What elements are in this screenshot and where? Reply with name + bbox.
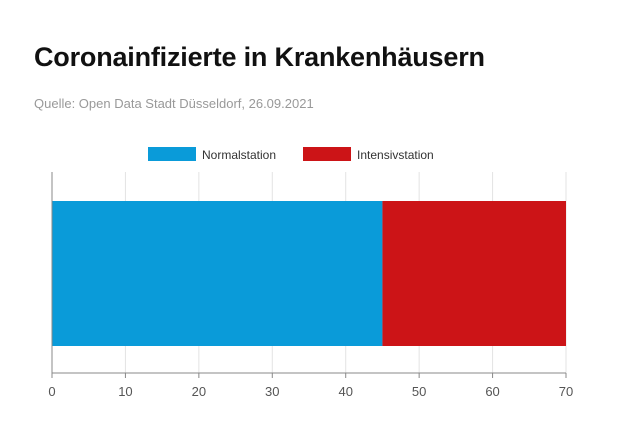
x-tick-label-1: 10 [118, 384, 132, 399]
legend-label-0: Normalstation [202, 148, 276, 162]
x-tick-label-2: 20 [192, 384, 206, 399]
x-tick-label-7: 70 [559, 384, 573, 399]
chart-source: Quelle: Open Data Stadt Düsseldorf, 26.0… [34, 96, 314, 111]
legend: Normalstation Intensivstation [148, 147, 434, 162]
x-tick-label-5: 50 [412, 384, 426, 399]
x-tick-label-4: 40 [338, 384, 352, 399]
legend-label-1: Intensivstation [357, 148, 434, 162]
bars [52, 201, 566, 346]
x-tick-label-6: 60 [485, 384, 499, 399]
x-tick-label-3: 30 [265, 384, 279, 399]
bar-segment-0 [52, 201, 383, 346]
x-axis: 0 10 20 30 40 50 60 70 [48, 172, 573, 399]
x-tick-label-0: 0 [48, 384, 55, 399]
legend-swatch-1 [303, 147, 351, 161]
chart-title: Coronainfizierte in Krankenhäusern [34, 42, 485, 72]
legend-swatch-0 [148, 147, 196, 161]
bar-segment-1 [382, 201, 566, 346]
